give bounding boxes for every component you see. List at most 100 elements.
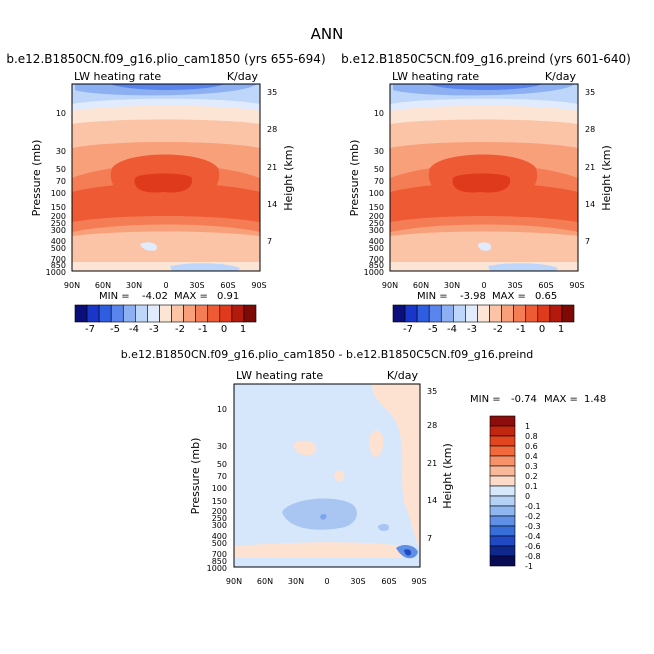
right-ytick-850: 850 — [369, 261, 384, 270]
left-colorbar-swatch-13 — [231, 304, 245, 323]
panel-diff-contours — [234, 384, 420, 567]
right-colorbar-swatch-2 — [416, 304, 430, 323]
right-ylabel: Pressure (mb) — [348, 140, 361, 217]
diff-ytick-50: 50 — [217, 460, 227, 469]
left-colorbar-swatch-7 — [159, 304, 172, 323]
diff-legend-label-0: 0 — [525, 492, 530, 501]
left-ytick-850: 850 — [51, 261, 66, 270]
left-ytick-70: 70 — [56, 177, 66, 186]
diff-legend-swatch-1 — [489, 425, 516, 437]
right-cbar-label-1: 1 — [558, 324, 564, 335]
right-colorbar-swatch-12 — [537, 304, 551, 323]
left-colorbar-swatch-4 — [122, 304, 136, 323]
right-colorbar-swatch-1 — [404, 304, 418, 323]
right-xtick-60n: 60N — [413, 281, 429, 290]
left-xtick-90n: 90N — [64, 281, 80, 290]
panel-right-contours — [390, 84, 578, 271]
panel-left-units: K/day — [227, 70, 259, 83]
left-xtick-30n: 30N — [126, 281, 142, 290]
diff-xtick-30s: 30S — [350, 577, 365, 586]
diff-rtick-7: 7 — [427, 534, 432, 543]
diff-legend-label-0p2: 0.2 — [525, 472, 538, 481]
right-cbar-label-m1: -1 — [516, 324, 526, 335]
diff-legend-label-0p1: 0.1 — [525, 482, 538, 491]
left-colorbar-swatch-3 — [110, 304, 124, 323]
left-ytick-10: 10 — [56, 109, 66, 118]
right-ytick-30: 30 — [374, 147, 384, 156]
right-colorbar-swatch-3 — [428, 304, 442, 323]
diff-ylabel: Pressure (mb) — [189, 438, 202, 515]
left-colorbar-swatch-2 — [98, 304, 112, 323]
diff-ytick-850: 850 — [212, 557, 227, 566]
diff-ytick-500: 500 — [212, 539, 227, 548]
left-xtick-60s: 60S — [220, 281, 235, 290]
left-colorbar-swatch-10 — [195, 304, 209, 323]
left-ytick-500: 500 — [51, 244, 66, 253]
left-rtick-14: 14 — [267, 200, 277, 209]
left-max-value: 0.91 — [217, 291, 239, 302]
left-cbar-label-1: 1 — [240, 324, 246, 335]
left-ytick-1000: 1000 — [46, 268, 66, 277]
diff-legend-label-m1: -1 — [525, 562, 533, 571]
left-cbar-label-m1: -1 — [198, 324, 208, 335]
right-colorbar-swatch-7 — [477, 304, 490, 323]
left-ytick-100: 100 — [51, 189, 66, 198]
right-xtick-90n: 90N — [382, 281, 398, 290]
diff-xtick-30n: 30N — [288, 577, 304, 586]
diff-legend-swatch-12 — [489, 535, 516, 547]
panel-diff-variable: LW heating rate — [236, 369, 323, 382]
diff-rtick-28: 28 — [427, 421, 437, 430]
diff-xtick-60s: 60S — [381, 577, 396, 586]
diff-legend-label-0p3: 0.3 — [525, 462, 538, 471]
diff-legend-label-m0p1: -0.1 — [525, 502, 541, 511]
right-rtick-14: 14 — [585, 200, 595, 209]
left-colorbar-swatch-11 — [207, 304, 221, 323]
panel-diff-title: b.e12.B1850CN.f09_g16.plio_cam1850 - b.e… — [121, 348, 534, 361]
right-xtick-0: 0 — [481, 281, 486, 290]
right-colorbar-swatch-13 — [549, 304, 563, 323]
right-xtick-60s: 60S — [538, 281, 553, 290]
diff-min-label: MIN = — [470, 394, 501, 405]
figure-title: ANN — [311, 25, 344, 43]
diff-ytick-1000: 1000 — [207, 564, 227, 573]
right-colorbar-swatch-11 — [525, 304, 539, 323]
left-min-value: -4.02 — [142, 291, 168, 302]
left-colorbar-swatch-5 — [135, 304, 148, 323]
right-cbar-label-m3: -3 — [467, 324, 477, 335]
left-ytick-700: 700 — [51, 255, 66, 264]
diff-legend-swatch-0 — [489, 415, 516, 427]
right-ytick-400: 400 — [369, 237, 384, 246]
right-max-value: 0.65 — [535, 291, 557, 302]
left-rtick-35: 35 — [267, 88, 277, 97]
diff-legend-label-m0p4: -0.4 — [525, 532, 541, 541]
diff-legend-label-0p4: 0.4 — [525, 452, 538, 461]
left-rtick-28: 28 — [267, 125, 277, 134]
left-xtick-90s: 90S — [251, 281, 266, 290]
diff-legend-label-m0p6: -0.6 — [525, 542, 541, 551]
diff-legend-swatch-6 — [489, 475, 516, 487]
right-min-label: MIN = — [417, 291, 448, 302]
left-xtick-30s: 30S — [189, 281, 204, 290]
right-ytick-200: 200 — [369, 212, 384, 221]
panel-right-title: b.e12.B1850C5CN.f09_g16.preind (yrs 601-… — [341, 52, 631, 66]
left-cbar-label-m7: -7 — [85, 324, 95, 335]
left-ytick-50: 50 — [56, 165, 66, 174]
right-ytick-1000: 1000 — [364, 268, 384, 277]
diff-legend-swatch-3 — [489, 445, 516, 457]
right-min-value: -3.98 — [460, 291, 486, 302]
diff-ytick-10: 10 — [217, 405, 227, 414]
diff-rtick-35: 35 — [427, 387, 437, 396]
diff-ytick-400: 400 — [212, 532, 227, 541]
right-rtick-35: 35 — [585, 88, 595, 97]
diff-legend-swatch-5 — [489, 465, 516, 477]
left-cbar-label-m5: -5 — [110, 324, 120, 335]
diff-legend-label-m0p8: -0.8 — [525, 552, 541, 561]
diff-ylabel-right: Height (km) — [441, 443, 454, 509]
diff-ytick-200: 200 — [212, 507, 227, 516]
right-ytick-150: 150 — [369, 203, 384, 212]
diff-xtick-90n: 90N — [226, 577, 242, 586]
left-cbar-label-m2: -2 — [175, 324, 185, 335]
left-min-label: MIN = — [99, 291, 130, 302]
panel-left-title: b.e12.B1850CN.f09_g16.plio_cam1850 (yrs … — [6, 52, 325, 66]
